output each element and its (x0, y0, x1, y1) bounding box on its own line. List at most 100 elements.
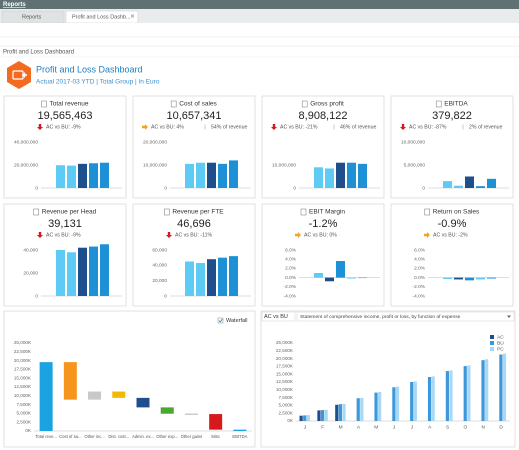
bar (89, 246, 98, 296)
legend-label: PC (497, 346, 504, 352)
y-tick-label: 40,000 (152, 263, 167, 269)
y-tick-label: 0.0% (285, 275, 297, 281)
kpi-comparison: AC vs BU: -11% (175, 232, 212, 238)
kpi-share: 54% of revenue (211, 124, 247, 130)
y-tick-label: 2.0% (414, 266, 426, 272)
y-tick-label: 7,500K (16, 402, 31, 407)
y-tick-label: 0 (35, 293, 38, 299)
y-tick-label: 17,500K (276, 364, 294, 369)
breadcrumb: Profit and Loss Dashboard (3, 50, 74, 56)
bar (299, 415, 303, 421)
bar (445, 371, 449, 421)
bar (196, 162, 205, 188)
bar (185, 261, 194, 296)
bar (410, 382, 414, 421)
kpi-comparison: AC vs BU: 4% (151, 124, 184, 130)
dropdown-label[interactable]: Statement of comprehensive income, profi… (300, 314, 461, 320)
bar (392, 387, 396, 421)
bar (207, 162, 216, 188)
x-tick-label: M (374, 424, 378, 430)
legend-label: AC (497, 334, 504, 340)
y-tick-label: 15,000K (14, 375, 32, 380)
kpi-title: EBIT Margin (309, 209, 345, 216)
x-tick-label: D (499, 424, 503, 430)
selector[interactable] (261, 311, 296, 322)
bar (499, 354, 503, 421)
x-tick-label: EBITDA (232, 434, 247, 439)
x-tick-label: Other gains (181, 434, 203, 439)
y-tick-label: 0 (164, 185, 167, 191)
x-tick-label: Cost of sa... (59, 434, 81, 439)
y-tick-label: 0 (35, 185, 38, 191)
bar (487, 178, 496, 188)
y-tick-label: 40,000,000 (14, 139, 38, 145)
bar (67, 165, 76, 188)
bar (427, 377, 432, 421)
trend-arrow (295, 232, 301, 238)
legend-swatch (490, 335, 494, 339)
bar (347, 162, 356, 188)
bar (338, 404, 342, 421)
y-tick-label: 20,000K (276, 356, 294, 361)
x-tick-label: Other inc... (84, 434, 104, 439)
waterfall-bar (184, 413, 198, 415)
y-tick-label: 20,000 (23, 270, 38, 276)
y-tick-label: 20,000K (14, 358, 32, 363)
dashboard-title: Profit and Loss Dashboard (36, 64, 143, 74)
kpi-value: 8,908,122 (299, 110, 348, 122)
x-tick-label: S (446, 424, 449, 430)
x-tick-label: Admin. ex... (132, 434, 154, 439)
kpi-title: Return on Sales (433, 209, 480, 216)
kpi-comparison: AC vs BU: -87% (409, 124, 447, 130)
kpi-icon (170, 100, 177, 108)
checkbox[interactable] (217, 317, 224, 324)
bar (100, 244, 109, 296)
toggle-label[interactable]: Waterfall (226, 318, 248, 324)
bar (303, 415, 307, 421)
bar (347, 277, 356, 279)
bar (325, 168, 334, 188)
tab-label[interactable]: Reports (22, 14, 42, 20)
tab-close[interactable] (130, 14, 135, 18)
selector-label[interactable]: AC vs BU (264, 314, 288, 320)
bar (502, 353, 507, 421)
kpi-value: 39,131 (48, 218, 82, 230)
dropdown[interactable] (296, 311, 515, 322)
bar (454, 277, 463, 280)
bar (89, 163, 98, 188)
bar (78, 163, 87, 188)
kpi-share: 2% of revenue (469, 124, 503, 130)
kpi-value: 46,696 (177, 218, 211, 230)
bar (342, 403, 346, 421)
x-tick-label: Other exp... (156, 434, 178, 439)
bar (449, 370, 453, 421)
bar (324, 409, 328, 421)
app-title[interactable]: Reports (3, 2, 26, 8)
toolbar (0, 23, 519, 37)
y-tick-label: -4.0% (283, 293, 296, 299)
checkbox-check[interactable] (218, 318, 223, 323)
y-tick-label: 20,000,000 (143, 139, 167, 145)
waterfall-bar (233, 429, 247, 431)
bar (185, 163, 194, 188)
y-tick-label: 5,000K (16, 411, 31, 416)
kpi-value: -0.9% (438, 218, 467, 230)
bar (431, 376, 435, 421)
kpi-tile (261, 203, 385, 307)
bar (481, 360, 485, 421)
y-tick-label: 0 (422, 185, 425, 191)
panel (260, 310, 516, 448)
x-tick-label: Dist. cost... (108, 434, 129, 439)
legend-swatch (490, 347, 494, 351)
bar (476, 186, 485, 188)
bar (395, 386, 400, 421)
y-tick-label: -2.0% (283, 284, 296, 290)
bar (358, 163, 367, 188)
y-tick-label: 0K (287, 418, 294, 423)
bar (314, 273, 323, 278)
dropdown-arrow[interactable] (507, 315, 511, 319)
tab-label[interactable]: Profit and Loss Dashb... (72, 14, 131, 20)
y-tick-label: 10,000K (14, 393, 32, 398)
